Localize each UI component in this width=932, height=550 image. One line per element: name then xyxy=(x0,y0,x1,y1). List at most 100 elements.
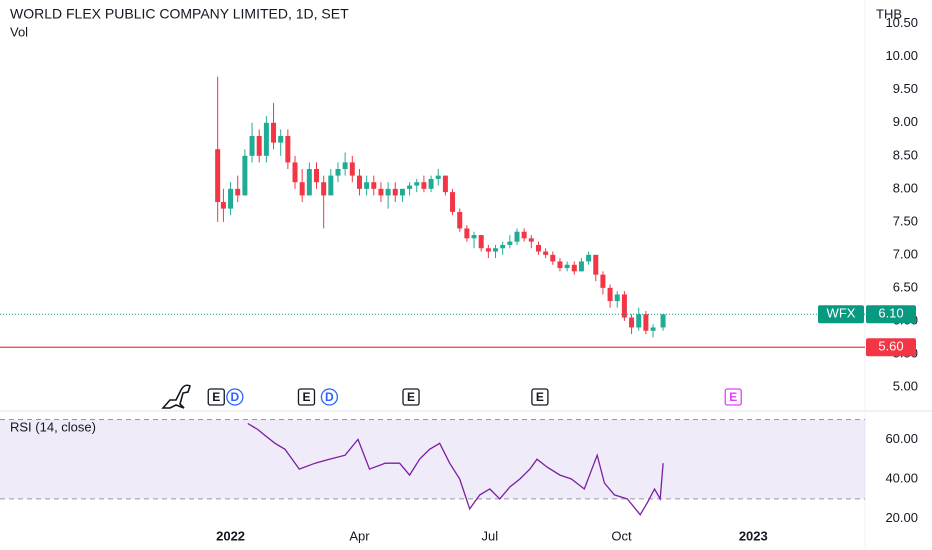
candle-body xyxy=(478,235,484,249)
candle-body xyxy=(428,178,434,189)
candle-body xyxy=(521,231,527,239)
rsi-line xyxy=(247,422,664,516)
y-tick-label: 8.00 xyxy=(893,180,918,195)
candle-body xyxy=(385,188,391,196)
candle-body xyxy=(278,136,284,143)
event-badge xyxy=(226,388,244,406)
candle-body xyxy=(500,244,506,249)
candle-body xyxy=(292,162,298,183)
y-tick-label: 8.50 xyxy=(893,147,918,162)
y-tick-label: 20.00 xyxy=(885,510,918,525)
y-tick-label: 6.50 xyxy=(893,279,918,294)
candle-body xyxy=(471,235,477,239)
event-label: E xyxy=(212,390,220,404)
candle-body xyxy=(450,192,456,212)
y-tick-label: 10.50 xyxy=(885,15,918,30)
candle-body xyxy=(371,182,377,189)
candle-body xyxy=(435,175,441,179)
candle-body xyxy=(442,175,448,193)
chart-title: WORLD FLEX PUBLIC COMPANY LIMITED, 1D, S… xyxy=(10,6,349,22)
candle-body xyxy=(586,254,592,262)
event-label: E xyxy=(407,390,415,404)
candle-body xyxy=(564,264,570,269)
candle-body xyxy=(335,169,341,176)
candle-body xyxy=(215,149,221,203)
x-tick-label: 2022 xyxy=(216,528,245,543)
currency-label: THB xyxy=(876,6,902,21)
candle-body xyxy=(328,175,334,196)
candle-body xyxy=(485,248,491,252)
event-badge xyxy=(297,388,316,406)
candle-body xyxy=(593,254,599,275)
candle-body xyxy=(457,211,463,229)
candle-body xyxy=(578,261,584,272)
y-tick-label: 60.00 xyxy=(885,431,918,446)
event-badge xyxy=(320,388,339,406)
candle-body xyxy=(249,136,255,156)
candle-body xyxy=(313,169,319,183)
volume-label: Vol xyxy=(10,24,28,39)
candle-body xyxy=(660,314,666,328)
candle-body xyxy=(299,182,305,196)
y-tick-label: 40.00 xyxy=(885,470,918,485)
candle-body xyxy=(263,122,269,156)
candle-body xyxy=(607,287,613,302)
candle-body xyxy=(378,188,384,196)
event-label: E xyxy=(729,390,737,404)
candle-body xyxy=(528,238,534,242)
candle-body xyxy=(414,182,420,186)
event-label: E xyxy=(536,390,544,404)
price-tag xyxy=(866,305,916,324)
candle-body xyxy=(306,169,312,196)
candle-body xyxy=(321,182,327,196)
candle-body xyxy=(543,251,549,255)
candle-body xyxy=(464,228,470,239)
candle-body xyxy=(550,254,556,262)
event-badge xyxy=(531,388,549,406)
candle-body xyxy=(629,317,635,328)
x-tick-label: Apr xyxy=(349,528,370,543)
candle-body xyxy=(650,327,656,331)
y-tick-label: 7.00 xyxy=(893,246,918,261)
candle-body xyxy=(364,182,370,189)
candle-body xyxy=(643,314,649,331)
candle-body xyxy=(271,122,277,143)
event-label: D xyxy=(231,390,240,404)
x-tick-label: 2023 xyxy=(739,528,768,543)
candle-body xyxy=(399,188,405,196)
candle-body xyxy=(285,136,291,163)
price-label: 6.10 xyxy=(878,306,903,321)
candle-body xyxy=(514,231,520,242)
y-tick-label: 10.00 xyxy=(885,48,918,63)
candle-body xyxy=(535,244,541,252)
candle-body xyxy=(621,294,627,318)
candle-body xyxy=(571,264,577,272)
candle-body xyxy=(614,294,620,302)
dino-icon xyxy=(161,384,191,409)
candle-body xyxy=(493,248,499,252)
rsi-band xyxy=(0,419,865,499)
candle-body xyxy=(356,175,362,189)
y-tick-label: 7.50 xyxy=(893,213,918,228)
x-tick-label: Oct xyxy=(611,528,632,543)
level-label: 5.60 xyxy=(878,339,903,354)
candle-body xyxy=(557,261,563,269)
candle-body xyxy=(507,241,513,245)
event-badge xyxy=(207,388,225,406)
candle-body xyxy=(349,162,355,176)
event-label: D xyxy=(325,390,334,404)
y-tick-label: 9.00 xyxy=(893,114,918,129)
candle-body xyxy=(235,188,241,196)
candle-body xyxy=(600,274,606,288)
y-tick-label: 9.50 xyxy=(893,81,918,96)
candle-body xyxy=(228,188,234,209)
level-tag xyxy=(866,338,916,357)
x-tick-label: Jul xyxy=(481,528,498,543)
rsi-title: RSI (14, close) xyxy=(10,419,96,434)
candle-body xyxy=(392,188,398,196)
candle-body xyxy=(242,155,248,196)
candle-body xyxy=(407,185,413,189)
event-badge xyxy=(402,388,420,406)
candle-body xyxy=(421,182,427,189)
